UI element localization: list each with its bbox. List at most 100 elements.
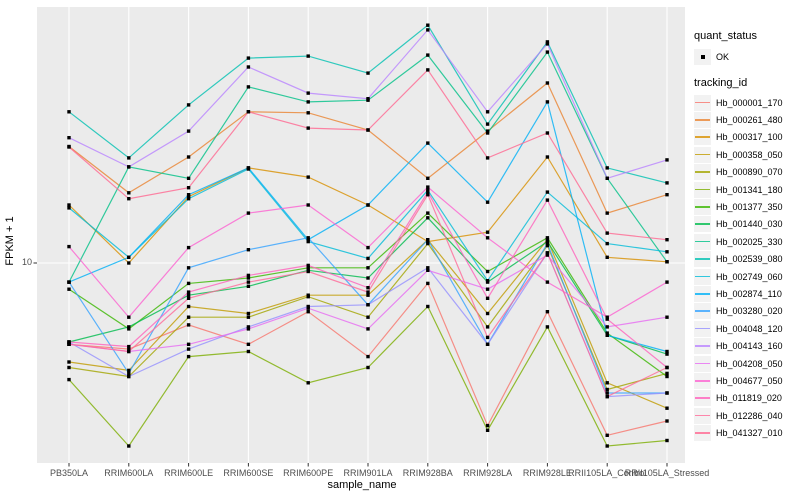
data-point: [67, 377, 71, 382]
data-point: [366, 293, 370, 297]
data-point: [186, 155, 191, 159]
data-point: [545, 241, 550, 246]
data-point: [665, 349, 669, 354]
data-point: [246, 65, 251, 69]
data-point: [545, 81, 550, 85]
legend-tracking-title: tracking_id: [694, 77, 748, 89]
data-point: [366, 290, 370, 294]
data-point: [605, 444, 609, 448]
data-point: [605, 231, 609, 235]
x-axis-title: sample_name: [327, 479, 397, 491]
legend-item-label: Hb_041327_010: [716, 428, 783, 439]
data-point: [366, 286, 370, 290]
legend-item: Hb_000261_480: [694, 111, 798, 129]
data-point: [186, 354, 191, 359]
legend-key: [694, 146, 711, 163]
legend-item-label: Hb_001377_350: [716, 202, 783, 213]
data-point: [67, 342, 71, 346]
legend-item-label: OK: [716, 52, 730, 62]
data-point: [366, 266, 370, 270]
legend-item-label: Hb_004677_050: [716, 375, 783, 386]
data-point: [127, 197, 131, 201]
data-point: [366, 203, 370, 207]
data-point: [485, 269, 490, 274]
y-tick-label: 10: [21, 257, 32, 267]
data-point: [186, 342, 191, 346]
data-point: [306, 100, 310, 104]
legend-item: Hb_004208_050: [694, 355, 798, 372]
x-tick-label: RRIM600LA: [104, 468, 153, 478]
legend-key: [694, 233, 711, 250]
data-point: [426, 53, 430, 57]
legend-item-label: Hb_002874_110: [716, 288, 782, 299]
legend-item: Hb_001440_030: [694, 216, 798, 233]
data-point: [246, 273, 251, 278]
data-point: [306, 175, 310, 179]
data-point: [485, 428, 490, 432]
data-point: [665, 438, 669, 443]
data-point: [485, 131, 490, 135]
data-point: [306, 263, 310, 268]
data-point: [246, 342, 251, 346]
line-swatch-icon: [695, 258, 710, 260]
data-point: [426, 23, 430, 27]
data-point: [545, 243, 550, 248]
data-point: [605, 331, 609, 335]
data-point: [186, 304, 191, 309]
data-point: [127, 165, 131, 169]
x-tick-label: RRII105LA_Control: [568, 468, 646, 478]
data-point: [306, 91, 310, 95]
legend-key: [694, 199, 711, 216]
data-point: [545, 239, 550, 244]
data-point: [665, 193, 669, 197]
x-tick-label: RRIM901LA: [343, 468, 392, 478]
x-tick-label: RRIM600LE: [164, 468, 213, 478]
legend-key: [694, 94, 711, 111]
data-point: [186, 245, 191, 250]
data-point: [306, 236, 310, 240]
line-swatch-icon: [695, 223, 710, 226]
data-point: [186, 195, 191, 199]
legend: quant_status OK tracking_id Hb_000001_17…: [694, 30, 798, 442]
data-point: [605, 433, 609, 437]
data-point: [246, 166, 251, 170]
legend-key: [694, 285, 711, 302]
data-point: [67, 360, 71, 364]
data-point: [67, 145, 71, 149]
data-point: [186, 323, 191, 327]
data-point: [485, 129, 490, 133]
data-point: [306, 266, 310, 270]
data-point: [246, 248, 251, 252]
data-point: [246, 85, 251, 89]
data-point: [67, 340, 71, 344]
data-point: [665, 406, 669, 410]
data-point: [67, 203, 71, 207]
data-point: [605, 166, 609, 170]
data-point: [485, 325, 490, 329]
legend-item: Hb_004677_050: [694, 372, 798, 389]
data-point: [366, 303, 370, 307]
x-tick-label: RRIM928LE: [523, 468, 572, 478]
legend-key: [694, 425, 711, 442]
data-point: [426, 281, 430, 286]
line-swatch-icon: [695, 101, 710, 104]
data-point: [186, 197, 191, 201]
data-point: [545, 42, 550, 46]
data-point: [127, 261, 131, 265]
legend-item-ok: OK: [694, 47, 798, 67]
data-point: [366, 245, 370, 250]
data-point: [426, 141, 430, 145]
data-point: [485, 423, 490, 428]
data-point: [127, 347, 131, 351]
data-point: [426, 176, 430, 180]
legend-key: [694, 216, 711, 233]
data-point: [127, 156, 131, 160]
data-point: [426, 188, 430, 192]
data-point: [186, 293, 191, 297]
legend-key: [694, 372, 711, 389]
data-point: [426, 185, 430, 189]
legend-quant-title: quant_status: [694, 30, 757, 42]
legend-item-label: Hb_004208_050: [716, 358, 783, 369]
legend-item-label: Hb_000890_070: [716, 167, 783, 178]
